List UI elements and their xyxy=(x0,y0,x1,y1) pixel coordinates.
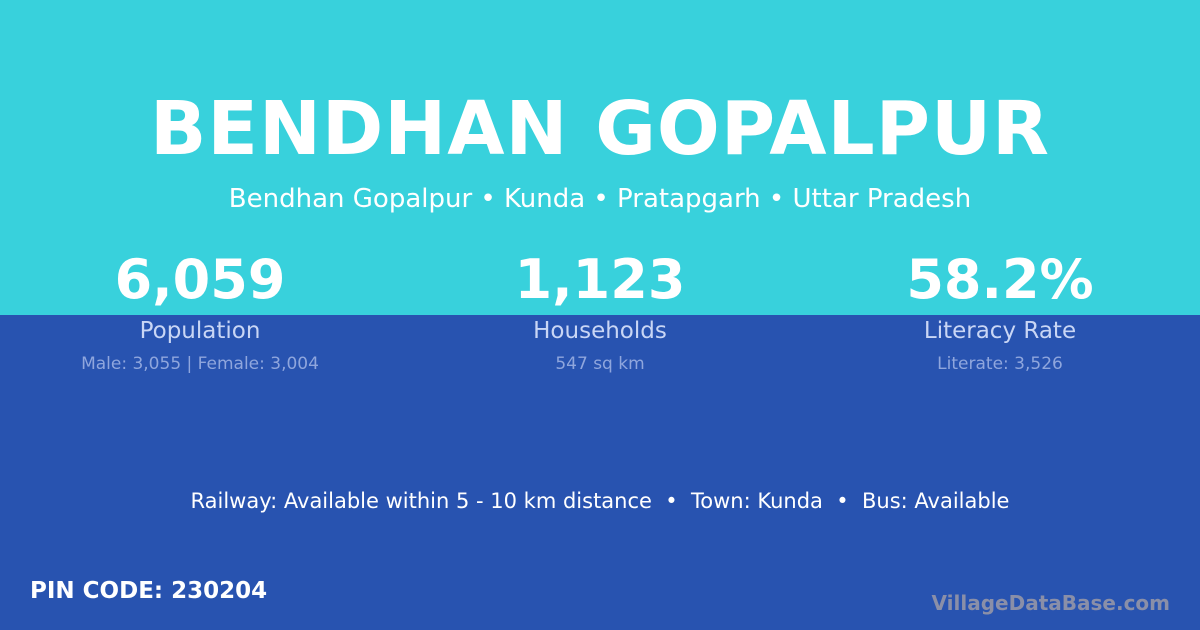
page-title: BENDHAN GOPALPUR xyxy=(149,86,1051,172)
brand-logo: VillageDataBase.com xyxy=(931,591,1170,615)
stat-value: 6,059 xyxy=(114,248,286,311)
stat-detail: 547 sq km xyxy=(555,354,645,374)
stat-value: 58.2% xyxy=(906,248,1094,311)
location-breadcrumb: Bendhan Gopalpur • Kunda • Pratapgarh • … xyxy=(228,184,972,214)
stat-detail: Literate: 3,526 xyxy=(937,354,1063,374)
amenities-info: Railway: Available within 5 - 10 km dist… xyxy=(190,489,1010,513)
stat-literacy: 58.2% Literacy Rate Literate: 3,526 xyxy=(800,248,1200,376)
stat-detail: Male: 3,055 | Female: 3,004 xyxy=(81,354,319,374)
bottom-band xyxy=(0,315,1200,630)
stat-value: 1,123 xyxy=(514,248,686,311)
stat-label: Households xyxy=(533,318,667,344)
stat-label: Literacy Rate xyxy=(923,318,1077,344)
stat-label: Population xyxy=(139,318,261,344)
stat-households: 1,123 Households 547 sq km xyxy=(400,248,800,376)
stat-population: 6,059 Population Male: 3,055 | Female: 3… xyxy=(0,248,400,376)
top-band xyxy=(0,0,1200,315)
pin-code: PIN CODE: 230204 xyxy=(30,578,268,604)
